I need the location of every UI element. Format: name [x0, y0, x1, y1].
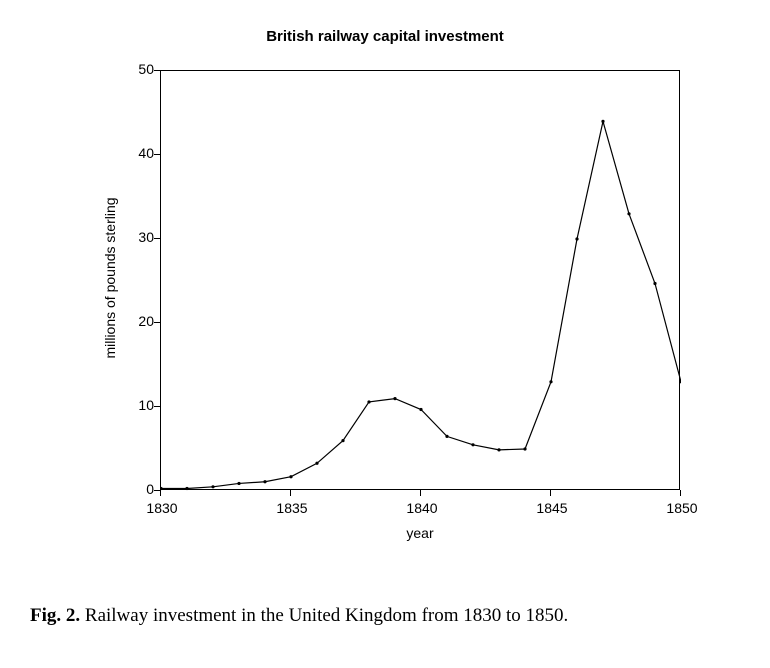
x-tick-label: 1850	[662, 500, 702, 516]
line-series	[161, 71, 681, 491]
y-axis-label: millions of pounds sterling	[102, 148, 118, 408]
y-tick-label: 10	[124, 397, 154, 413]
x-tick-label: 1840	[402, 500, 442, 516]
chart-title: British railway capital investment	[20, 20, 750, 45]
y-tick-label: 50	[124, 61, 154, 77]
x-tick-label: 1835	[272, 500, 312, 516]
y-tick-label: 20	[124, 313, 154, 329]
x-tick-label: 1845	[532, 500, 572, 516]
y-tick-label: 40	[124, 145, 154, 161]
x-axis-label: year	[390, 525, 450, 541]
y-tick-label: 30	[124, 229, 154, 245]
figure-caption: Fig. 2. Railway investment in the United…	[20, 605, 750, 627]
chart-container: British railway capital investment 1830 1…	[20, 20, 750, 580]
plot-area	[160, 70, 680, 490]
x-tick-label: 1830	[142, 500, 182, 516]
figure-label: Fig. 2.	[30, 605, 80, 626]
y-tick-label: 0	[124, 481, 154, 497]
figure-caption-text: Railway investment in the United Kingdom…	[85, 605, 568, 626]
